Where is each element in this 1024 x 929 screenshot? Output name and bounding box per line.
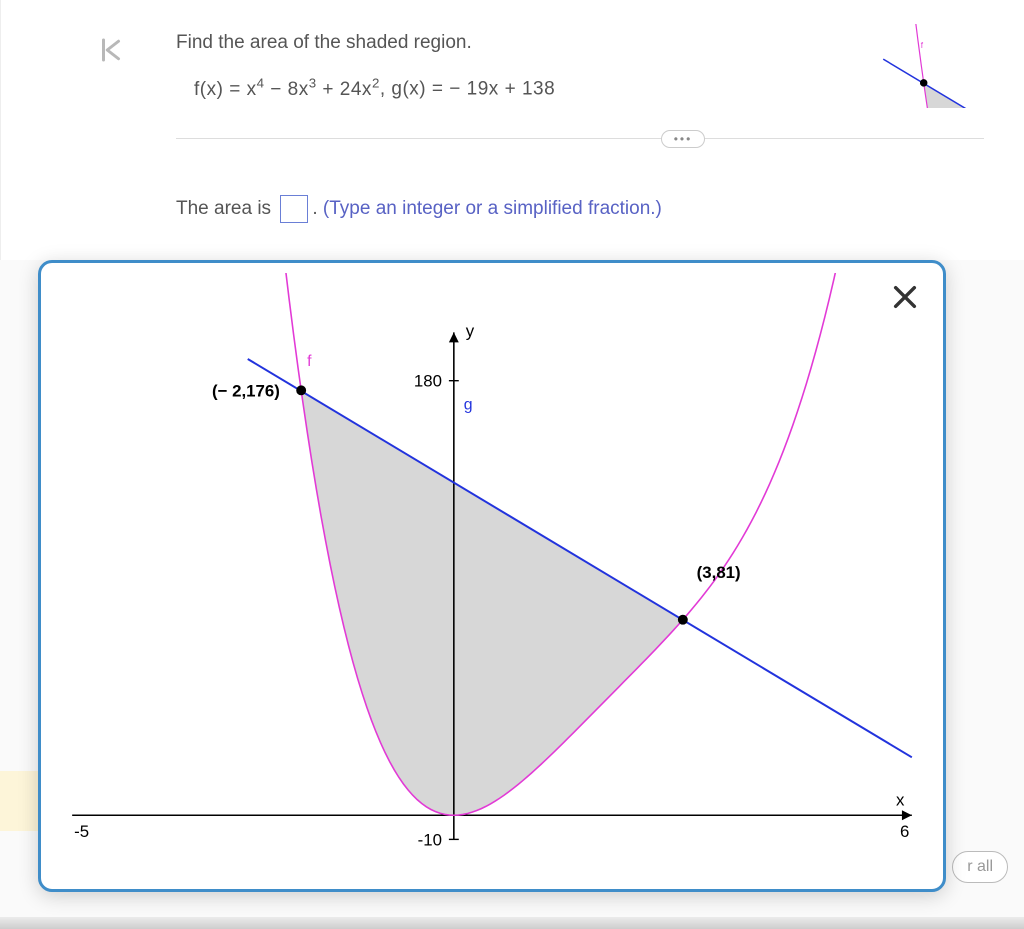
chart-modal: -5 6 180 -10 x y f g (− 2,176) (3,81)	[38, 260, 946, 892]
x-tick-min: -5	[74, 822, 89, 841]
y-tick-label-1: -10	[418, 830, 442, 849]
intersection-point-1	[678, 615, 688, 625]
intersection-label-0: (− 2,176)	[212, 381, 280, 400]
shaded-region	[301, 390, 683, 815]
question-formula: f(x) = x4 − 8x3 + 24x2, g(x) = − 19x + 1…	[176, 72, 864, 105]
chart-area: -5 6 180 -10 x y f g (− 2,176) (3,81)	[41, 273, 943, 879]
chevron-bar-left-icon	[96, 35, 126, 65]
clear-all-button[interactable]: r all	[952, 851, 1008, 883]
question-text: Find the area of the shaded region. f(x)…	[176, 28, 864, 105]
question-prompt: Find the area of the shaded region.	[176, 28, 864, 58]
answer-input[interactable]	[280, 195, 308, 223]
answer-line: The area is . (Type an integer or a simp…	[176, 195, 662, 223]
answer-suffix: .	[312, 198, 323, 219]
thumb-f-label: f	[921, 41, 924, 50]
x-axis-arrow	[902, 810, 912, 820]
f-label: f	[307, 353, 312, 370]
y-axis-arrow	[449, 332, 459, 342]
bottom-shadow	[0, 917, 1024, 929]
question-panel: Find the area of the shaded region. f(x)…	[0, 0, 1024, 260]
chart-thumbnail[interactable]: 180fgy (− 2,176)	[874, 24, 994, 108]
g-expression: g(x) = − 19x + 138	[391, 79, 555, 100]
collapse-back-button[interactable]	[91, 30, 131, 70]
clear-all-label: r all	[967, 858, 993, 875]
f-curve	[901, 24, 994, 108]
intersection-point-0	[296, 385, 306, 395]
y-axis-label: y	[466, 321, 475, 340]
g-label: g	[464, 397, 473, 414]
divider	[176, 138, 984, 139]
x-tick-max: 6	[900, 822, 909, 841]
x-axis-label: x	[896, 790, 905, 809]
f-expression: f(x) = x4 − 8x3 + 24x2	[194, 79, 380, 100]
intersection-point-0	[920, 79, 928, 87]
y-tick-label-0: 180	[414, 372, 442, 391]
intersection-label-1: (3,81)	[697, 563, 741, 582]
highlight-strip	[0, 771, 38, 831]
more-options-pill[interactable]: •••	[661, 130, 705, 148]
answer-hint: (Type an integer or a simplified fractio…	[323, 198, 662, 219]
answer-prefix: The area is	[176, 198, 271, 219]
